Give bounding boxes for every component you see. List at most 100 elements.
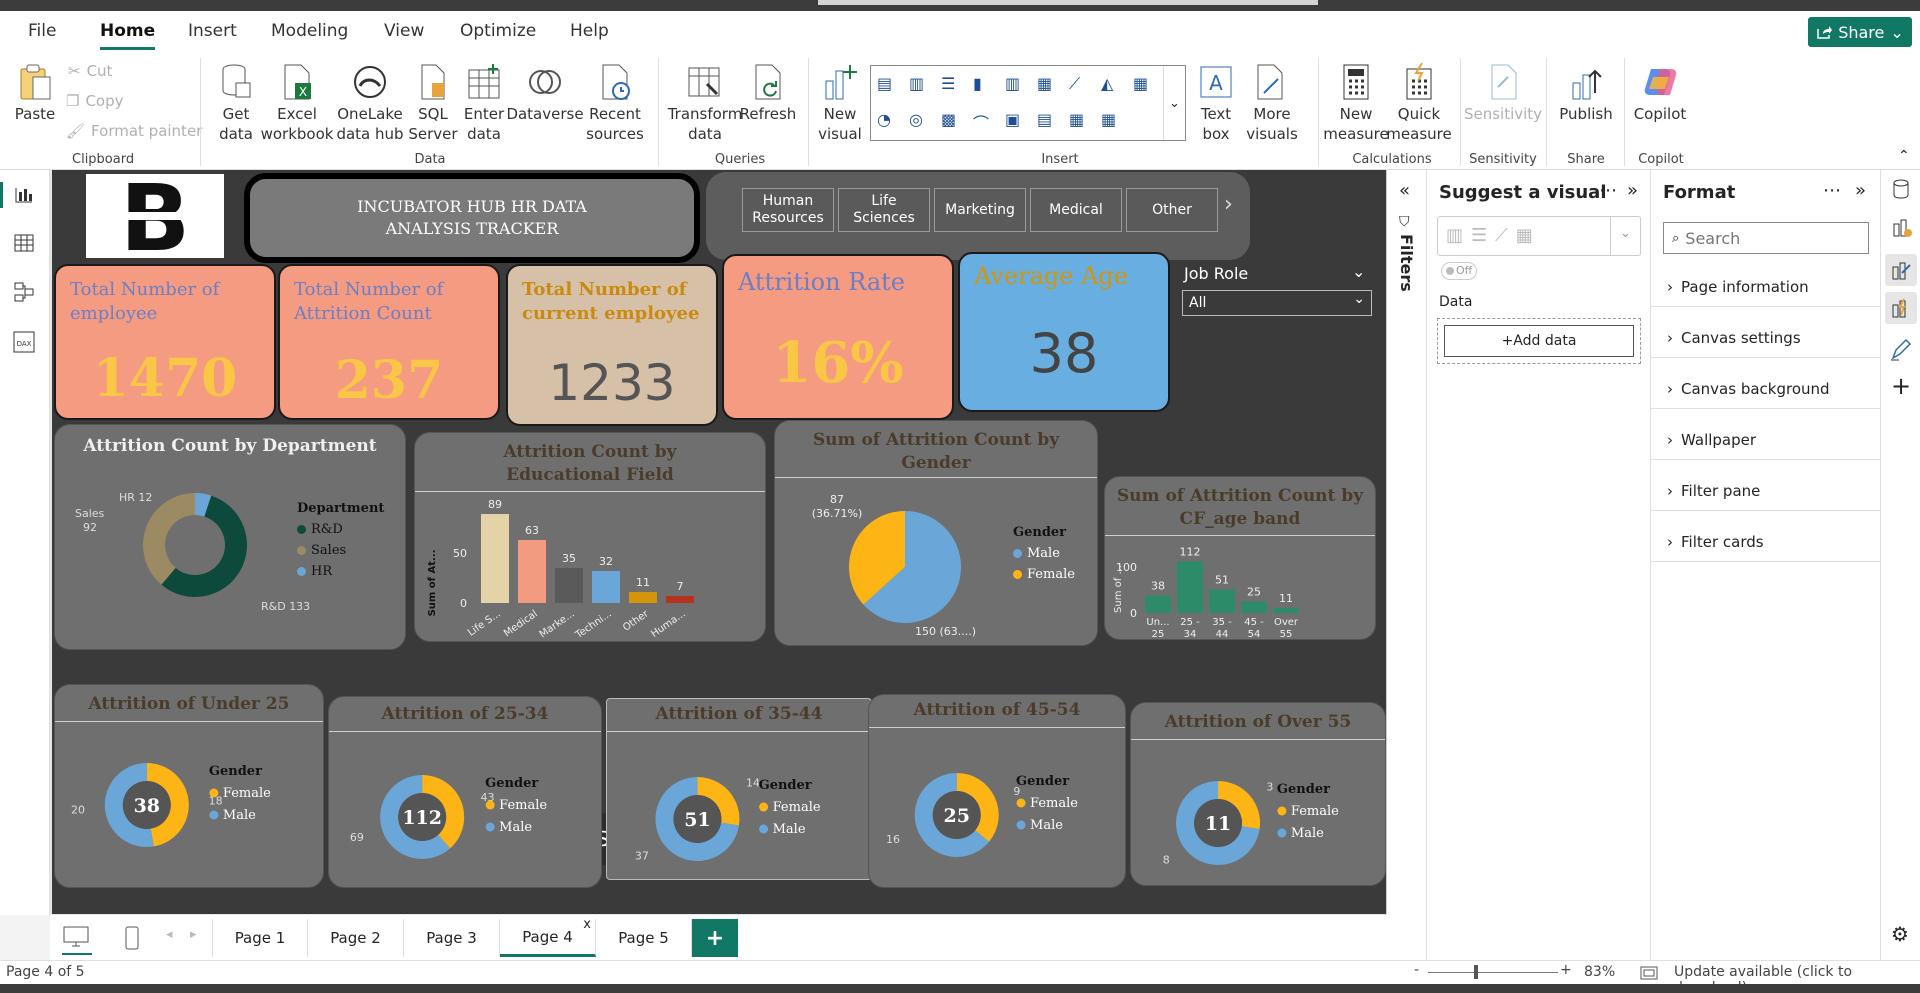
onelake-button[interactable]: OneLake data hub	[332, 62, 408, 144]
visual-type-icon[interactable]: ▥	[1005, 74, 1021, 93]
publish-button[interactable]: Publish	[1556, 62, 1616, 124]
format-search-field[interactable]: ⌕	[1663, 222, 1869, 254]
new-measure-button[interactable]: New measure	[1323, 62, 1389, 144]
format-painter-button[interactable]: 🖌 Format painter	[66, 122, 202, 140]
zoom-slider[interactable]	[1428, 965, 1558, 979]
add-data-button[interactable]: +Add data	[1444, 325, 1634, 357]
slicer-tab-marketing[interactable]: Marketing	[934, 188, 1026, 232]
sensitivity-button[interactable]: Sensitivity	[1464, 62, 1542, 124]
copy-button[interactable]: ❐ Copy	[66, 92, 124, 110]
table-view-icon[interactable]	[14, 234, 34, 252]
format-section-canvas-settings[interactable]: › Canvas settings	[1667, 329, 1801, 347]
model-view-icon[interactable]	[14, 282, 34, 302]
more-options-icon[interactable]: ⋯	[1599, 180, 1617, 201]
visual-type-picker[interactable]: ▥☰⟋▦ ⌄	[1437, 216, 1641, 256]
chevron-double-right-icon[interactable]: »	[1855, 180, 1867, 201]
quick-measure-button[interactable]: Quick measure	[1386, 62, 1452, 144]
format-section-filter-cards[interactable]: › Filter cards	[1667, 533, 1764, 551]
chart-attrition-25-34[interactable]: Attrition of 25-34 112 43 69 Gender Female Ma…	[328, 696, 602, 888]
chevron-down-icon[interactable]: ⌄	[1163, 66, 1185, 140]
zoom-in-button[interactable]: +	[1560, 962, 1572, 978]
chart-attrition-by-age-band[interactable]: Sum of Attrition Count by CF_age band 0 1…	[1104, 476, 1376, 640]
close-icon[interactable]: x	[583, 917, 591, 932]
paste-button[interactable]: Paste	[12, 62, 58, 124]
mobile-layout-icon[interactable]	[124, 925, 140, 951]
visual-type-icon[interactable]: ▦	[1037, 74, 1053, 93]
share-button[interactable]: Share ⌄	[1808, 17, 1912, 47]
sql-server-button[interactable]: SQL Server	[408, 62, 458, 144]
visual-type-icon[interactable]: ⌒	[973, 114, 990, 133]
format-section-wallpaper[interactable]: › Wallpaper	[1667, 431, 1756, 449]
collapse-ribbon-icon[interactable]: ⌃	[1898, 148, 1910, 164]
visual-type-icon[interactable]: ◭	[1101, 74, 1114, 93]
cut-button[interactable]: ✂ Cut	[68, 62, 112, 80]
chevron-double-right-icon[interactable]: »	[1627, 180, 1639, 201]
plus-icon[interactable]: +	[1891, 372, 1912, 400]
page-tab-4[interactable]: Page 4 x	[500, 917, 596, 957]
visual-type-icon[interactable]: ▩	[941, 110, 957, 129]
slicer-tab-medical[interactable]: Medical	[1030, 188, 1122, 232]
slicer-tab-other[interactable]: Other	[1126, 188, 1218, 232]
page-tab-5[interactable]: Page 5	[596, 919, 692, 957]
desktop-layout-icon[interactable]	[62, 925, 92, 955]
dataverse-button[interactable]: Dataverse	[506, 62, 584, 124]
visual-type-icon[interactable]: ▦	[1101, 110, 1117, 129]
slicer-tab-life-sciences[interactable]: Life Sciences	[838, 188, 930, 232]
menu-modeling[interactable]: Modeling	[271, 21, 349, 41]
visual-type-icon[interactable]: ▮	[973, 74, 982, 93]
suggest-toggle[interactable]: Off	[1441, 262, 1477, 280]
slicer-tab-human-resources[interactable]: Human Resources	[742, 188, 834, 232]
chevron-right-icon[interactable]: ›	[1224, 192, 1233, 217]
chevron-left-icon[interactable]: ◂	[166, 927, 173, 942]
chart-attrition-45-54[interactable]: Attrition of 45-54 25 9 16 Gender Female Male	[868, 694, 1126, 888]
search-input[interactable]	[1685, 228, 1846, 248]
visual-type-icon[interactable]: ⟋	[1069, 74, 1081, 93]
chart-attrition-by-department[interactable]: Attrition Count by Department R&D 133 Sal…	[54, 424, 406, 650]
chart-attrition-35-44[interactable]: Attrition of 35-44 51 14 37 Gender Female Mal…	[606, 698, 872, 880]
page-tab-1[interactable]: Page 1	[212, 919, 308, 957]
visual-type-icon[interactable]: ▦	[1133, 74, 1149, 93]
text-box-button[interactable]: A Text box	[1192, 62, 1240, 144]
chevron-down-icon[interactable]: ⌄	[1610, 217, 1640, 255]
chart-attrition-by-gender[interactable]: Sum of Attrition Count by Gender 87 (36.7…	[774, 420, 1098, 646]
visual-type-icon[interactable]: ☰	[941, 74, 956, 93]
enter-data-button[interactable]: Enter data	[458, 62, 510, 144]
gear-icon[interactable]: ⚙	[1891, 922, 1909, 946]
page-tab-2[interactable]: Page 2	[308, 919, 404, 957]
chevron-right-icon[interactable]: ▸	[190, 927, 197, 942]
pen-icon[interactable]	[1889, 338, 1913, 362]
visual-gallery[interactable]: ▤ ▥ ☰ ▮ ▥ ▦ ⟋ ◭ ▦ ◔ ◎ ▩ ⌒ ▣ ▤ ▦ ▦ ⌄	[870, 65, 1186, 141]
copilot-button[interactable]: Copilot	[1630, 62, 1690, 124]
new-visual-button[interactable]: New visual	[816, 62, 864, 144]
visual-type-icon[interactable]: ▤	[877, 74, 893, 93]
chart-attrition-over-55[interactable]: Attrition of Over 55 11 3 8 Gender Female Mal…	[1130, 702, 1386, 886]
visual-type-icon[interactable]: ▤	[1037, 110, 1053, 129]
menu-home[interactable]: Home	[100, 21, 156, 50]
chevron-down-icon[interactable]: ⌄	[1352, 262, 1366, 281]
refresh-button[interactable]: Refresh	[740, 62, 796, 124]
build-visual-icon[interactable]	[1891, 216, 1913, 238]
chart-attrition-under-25[interactable]: Attrition of Under 25 38 18 20 Gender Female…	[54, 684, 324, 888]
filters-pane-collapsed[interactable]: « ⛉ Filters	[1386, 170, 1426, 915]
get-data-button[interactable]: Get data	[210, 62, 262, 144]
visual-type-icon[interactable]: ◔	[877, 110, 891, 129]
menu-insert[interactable]: Insert	[188, 21, 237, 41]
recent-sources-button[interactable]: Recent sources	[580, 62, 650, 144]
chevron-double-left-icon[interactable]: «	[1399, 180, 1411, 201]
chart-attrition-by-education[interactable]: Attrition Count by Educational Field 0 50…	[414, 432, 766, 642]
data-pane-icon[interactable]	[1891, 178, 1911, 200]
search-box[interactable]	[818, 0, 1318, 5]
job-role-dropdown[interactable]: All ⌄	[1182, 290, 1372, 316]
visual-type-icon[interactable]: ▦	[1069, 110, 1085, 129]
format-section-page-information[interactable]: › Page information	[1667, 278, 1809, 296]
format-section-filter-pane[interactable]: › Filter pane	[1667, 482, 1760, 500]
dax-query-view-icon[interactable]: DAX	[12, 330, 36, 354]
menu-view[interactable]: View	[384, 21, 425, 41]
more-options-icon[interactable]: ⋯	[1823, 180, 1841, 201]
format-pane-tab[interactable]	[1885, 254, 1917, 286]
page-tab-3[interactable]: Page 3	[404, 919, 500, 957]
excel-workbook-button[interactable]: X Excel workbook	[261, 62, 333, 144]
fit-to-page-icon[interactable]	[1640, 966, 1658, 980]
add-page-button[interactable]: +	[692, 919, 738, 957]
report-view-icon[interactable]	[14, 186, 34, 204]
